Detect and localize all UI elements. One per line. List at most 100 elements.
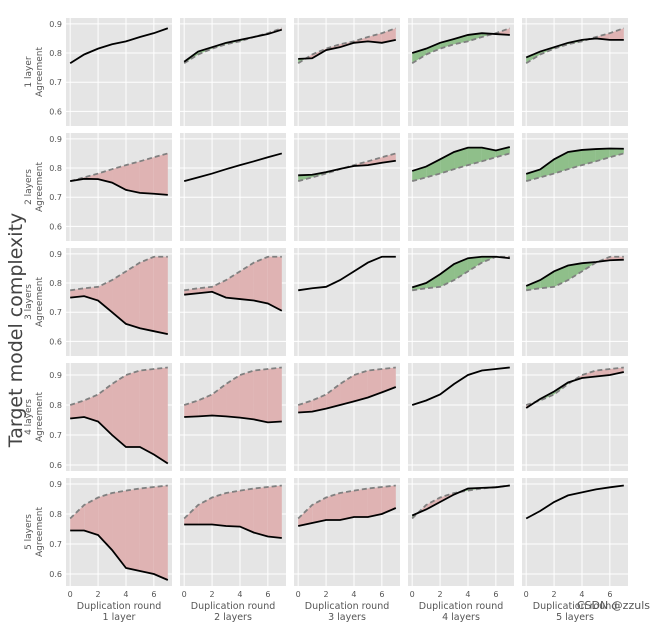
model-line (70, 416, 169, 465)
fill-worse-region (340, 490, 354, 520)
fill-better-region (440, 39, 455, 49)
y-tick-label: 0.9 (49, 371, 62, 380)
x-tick-label: 6 (493, 590, 498, 599)
fill-better-region (440, 151, 455, 174)
reference-line (69, 366, 168, 406)
x-tick-label: 4 (123, 590, 128, 599)
panel-r3-c4 (408, 248, 514, 356)
fill-worse-region (153, 485, 168, 580)
reference-line (297, 27, 397, 65)
column-label: 2 layers (214, 612, 252, 622)
reference-line (70, 255, 168, 292)
x-tick-label: 0 (68, 590, 73, 599)
fill-worse-region (125, 161, 140, 193)
y-tick-label: 0.7 (49, 193, 62, 202)
x-tick-label: 2 (96, 590, 101, 599)
fill-worse-region (98, 280, 113, 313)
fill-worse-region (198, 497, 213, 525)
fill-worse-region (326, 493, 341, 520)
x-tick-label: 4 (465, 590, 470, 599)
x-axis-label: Duplication round (305, 601, 390, 612)
fill-worse-region (212, 493, 227, 526)
reference-line (69, 484, 168, 520)
panel-r3-c3 (294, 248, 400, 356)
fill-better-region (467, 147, 482, 166)
model-line (411, 484, 510, 517)
panel-r1-c1: 0.6 0.7 0.8 0.9 1 layer Agreement (24, 18, 172, 126)
model-line (525, 37, 624, 59)
fill-better-region (554, 151, 569, 174)
y-tick-label: 0.8 (49, 279, 62, 288)
fill-worse-region (139, 157, 154, 194)
y-tick-label: 0.8 (49, 49, 62, 58)
y-tick-label: 0.7 (49, 431, 62, 440)
fill-worse-region (326, 384, 341, 409)
column-label: 4 layers (442, 612, 480, 622)
fill-worse-region (381, 28, 396, 43)
model-line (525, 147, 624, 175)
fill-worse-region (353, 488, 368, 517)
fill-better-region (526, 280, 541, 291)
fill-worse-region (70, 400, 85, 419)
panel-r4-c3 (294, 363, 400, 471)
fill-worse-region (267, 367, 282, 423)
reference-line (525, 152, 625, 183)
watermark: CSDN @zzuls (576, 599, 650, 612)
fill-worse-region (112, 490, 126, 568)
fill-worse-region (98, 384, 113, 435)
reference-line (297, 484, 396, 520)
model-line (298, 159, 396, 177)
panel-r3-c5 (522, 248, 628, 356)
fill-worse-region (426, 497, 441, 510)
panel-r4-c2 (180, 363, 286, 471)
row-ylabel: Agreement (35, 162, 45, 212)
panel-r4-c5 (522, 363, 628, 471)
fill-worse-region (125, 370, 140, 447)
model-line (297, 507, 397, 527)
panel-r1-c2 (180, 18, 286, 126)
panel-r2-c3 (294, 133, 400, 241)
model-line (298, 255, 396, 292)
row-label: 1 layer (24, 56, 34, 87)
fill-better-region (426, 274, 441, 289)
row-ylabel: Agreement (35, 277, 45, 327)
fill-better-region (454, 258, 468, 281)
x-axis-label: Duplication round (191, 601, 276, 612)
x-axis-label: Duplication round (77, 601, 162, 612)
fill-better-region (609, 148, 624, 158)
reference-line (526, 255, 624, 292)
fill-worse-region (84, 394, 99, 422)
fill-worse-region (153, 256, 168, 335)
fill-worse-region (153, 153, 168, 195)
model-line (184, 290, 283, 312)
panel-background (66, 18, 172, 126)
row-ylabel: Agreement (35, 392, 45, 442)
row-ylabel: Agreement (35, 507, 45, 557)
fill-worse-region (298, 400, 313, 413)
fill-worse-region (139, 487, 154, 574)
fill-worse-region (226, 375, 240, 418)
fill-worse-region (267, 256, 282, 311)
x-axis-label: Duplication round (533, 601, 618, 612)
fill-better-region (454, 147, 468, 170)
panel-r1-c5 (522, 18, 628, 126)
y-tick-label: 0.9 (49, 135, 62, 144)
model-line (411, 366, 510, 406)
y-tick-label: 0.8 (49, 164, 62, 173)
panel-background (522, 363, 628, 471)
x-tick-label: 0 (410, 590, 415, 599)
y-tick-label: 0.9 (49, 480, 62, 489)
x-tick-label: 2 (210, 590, 215, 599)
y-tick-label: 0.6 (49, 461, 62, 470)
fill-better-region (495, 147, 510, 158)
panel-r2-c5 (522, 133, 628, 241)
x-tick-label: 0 (296, 590, 301, 599)
y-tick-label: 0.9 (49, 250, 62, 259)
reference-line (184, 255, 282, 292)
model-line (184, 523, 282, 539)
model-line (69, 27, 169, 65)
fill-worse-region (253, 256, 268, 304)
fill-worse-region (125, 488, 140, 571)
